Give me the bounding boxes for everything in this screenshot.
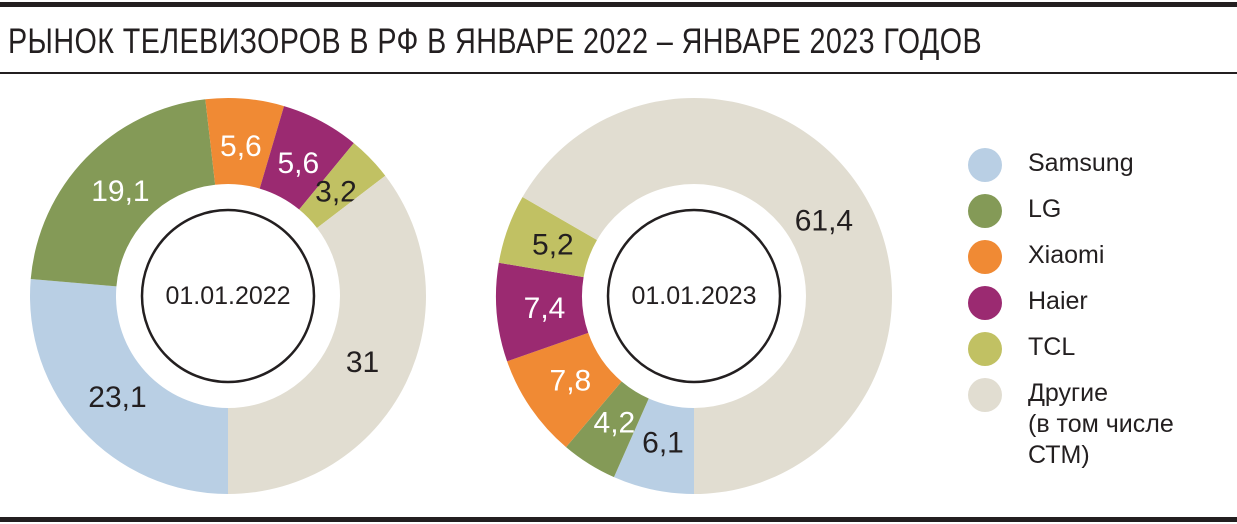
chart-title: РЫНОК ТЕЛЕВИЗОРОВ В РФ В ЯНВАРЕ 2022 – Я… (8, 22, 983, 61)
slice-haier-2 (496, 262, 589, 362)
legend-swatch-xiaomi (968, 240, 1002, 274)
slice-other-1 (228, 175, 426, 494)
value-label-haier-2: 7,4 (524, 292, 566, 325)
value-label-lg-2: 4,2 (594, 407, 636, 440)
slice-lg-2 (566, 381, 649, 478)
legend-label-lg: LG (1028, 195, 1062, 223)
center-date-label-2: 01.01.2023 (631, 282, 756, 310)
value-label-tcl-2: 5,2 (532, 229, 574, 262)
legend-label-tcl: TCL (1028, 333, 1076, 361)
value-label-xiaomi-1: 5,6 (220, 130, 262, 163)
value-label-haier-1: 5,6 (277, 147, 319, 180)
legend-swatch-other (968, 378, 1002, 412)
slice-other-2 (522, 98, 892, 494)
value-label-samsung-2: 6,1 (642, 426, 684, 459)
center-circle-2 (606, 208, 782, 384)
value-label-samsung-1: 23,1 (88, 381, 146, 414)
value-label-other-2: 61,4 (795, 205, 853, 238)
value-label-other-1: 31 (346, 346, 379, 379)
slice-xiaomi-1 (205, 98, 285, 189)
legend-label-other: Другие (в том числе СТМ) (1028, 379, 1174, 469)
legend-swatch-tcl (968, 332, 1002, 366)
center-circle-1 (140, 208, 316, 384)
legend-label-haier: Haier (1028, 287, 1088, 315)
slice-haier-1 (259, 106, 354, 210)
legend-label-samsung: Samsung (1028, 149, 1134, 177)
slice-samsung-2 (613, 398, 694, 494)
legend-swatch-lg (968, 194, 1002, 228)
center-date-label-1: 01.01.2022 (165, 282, 290, 310)
bottom-rule (0, 517, 1237, 522)
value-label-xiaomi-2: 7,8 (550, 365, 592, 398)
slice-tcl-1 (299, 143, 386, 228)
legend-label-xiaomi: Xiaomi (1028, 241, 1105, 269)
slice-lg-1 (30, 99, 216, 287)
slice-xiaomi-2 (507, 332, 622, 448)
title-rule (0, 72, 1237, 74)
legend-swatch-samsung (968, 148, 1002, 182)
slice-samsung-1 (29, 278, 228, 494)
legend-swatch-haier (968, 286, 1002, 320)
slice-tcl-2 (498, 197, 598, 278)
value-label-lg-1: 19,1 (91, 175, 149, 208)
top-rule (0, 2, 1237, 7)
